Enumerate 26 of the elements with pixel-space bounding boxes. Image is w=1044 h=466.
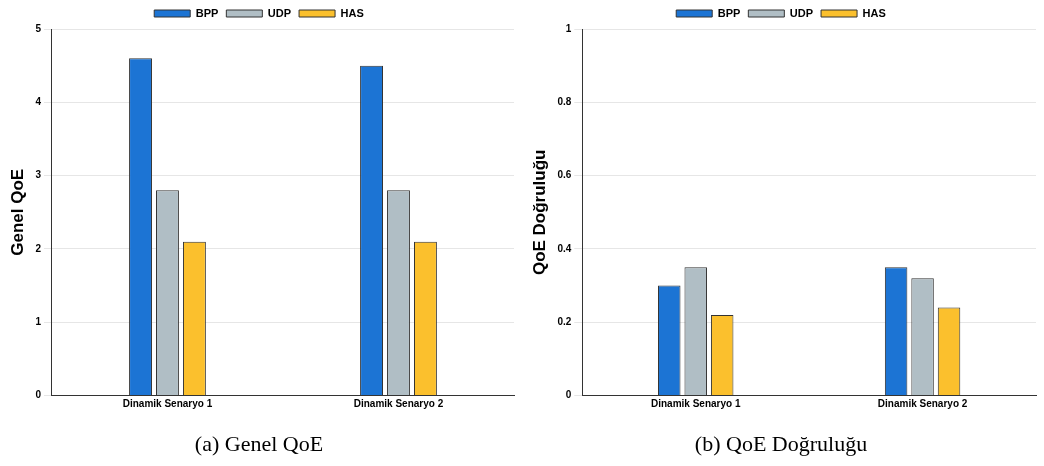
y-tick-label: 1 xyxy=(35,316,42,328)
y-axis-title: QoE Doğruluğu xyxy=(529,149,549,276)
y-tick-label: 0.2 xyxy=(557,316,572,328)
y-tick-label: 0 xyxy=(565,389,572,401)
text: (b) QoE Doğruluğu xyxy=(694,430,868,456)
text: (a) Genel QoE xyxy=(194,430,324,456)
y-tick-label: 0.6 xyxy=(557,169,572,181)
x-tick-label: Dinamik Senaryo 1 xyxy=(122,398,213,410)
legend-label: HAS xyxy=(340,6,364,19)
x-tick-label: Dinamik Senaryo 1 xyxy=(650,398,741,410)
y-tick-label: 1 xyxy=(565,22,572,34)
y-tick-label: 0 xyxy=(35,389,42,401)
x-tick-label: Dinamik Senaryo 2 xyxy=(877,398,968,410)
y-tick-label: 2 xyxy=(35,242,42,254)
legend-label: BPP xyxy=(717,6,741,19)
legend-label: BPP xyxy=(195,6,219,19)
y-tick-label: 5 xyxy=(35,22,42,34)
y-tick-label: 0.8 xyxy=(557,96,572,108)
legend-label: UDP xyxy=(267,6,292,19)
y-axis-title: Genel QoE xyxy=(7,168,27,256)
legend-label: UDP xyxy=(789,6,814,19)
y-tick-label: 3 xyxy=(35,169,42,181)
y-tick-label: 0.4 xyxy=(557,242,572,254)
y-tick-label: 4 xyxy=(35,96,42,108)
x-tick-label: Dinamik Senaryo 2 xyxy=(353,398,444,410)
legend-label: HAS xyxy=(862,6,886,19)
